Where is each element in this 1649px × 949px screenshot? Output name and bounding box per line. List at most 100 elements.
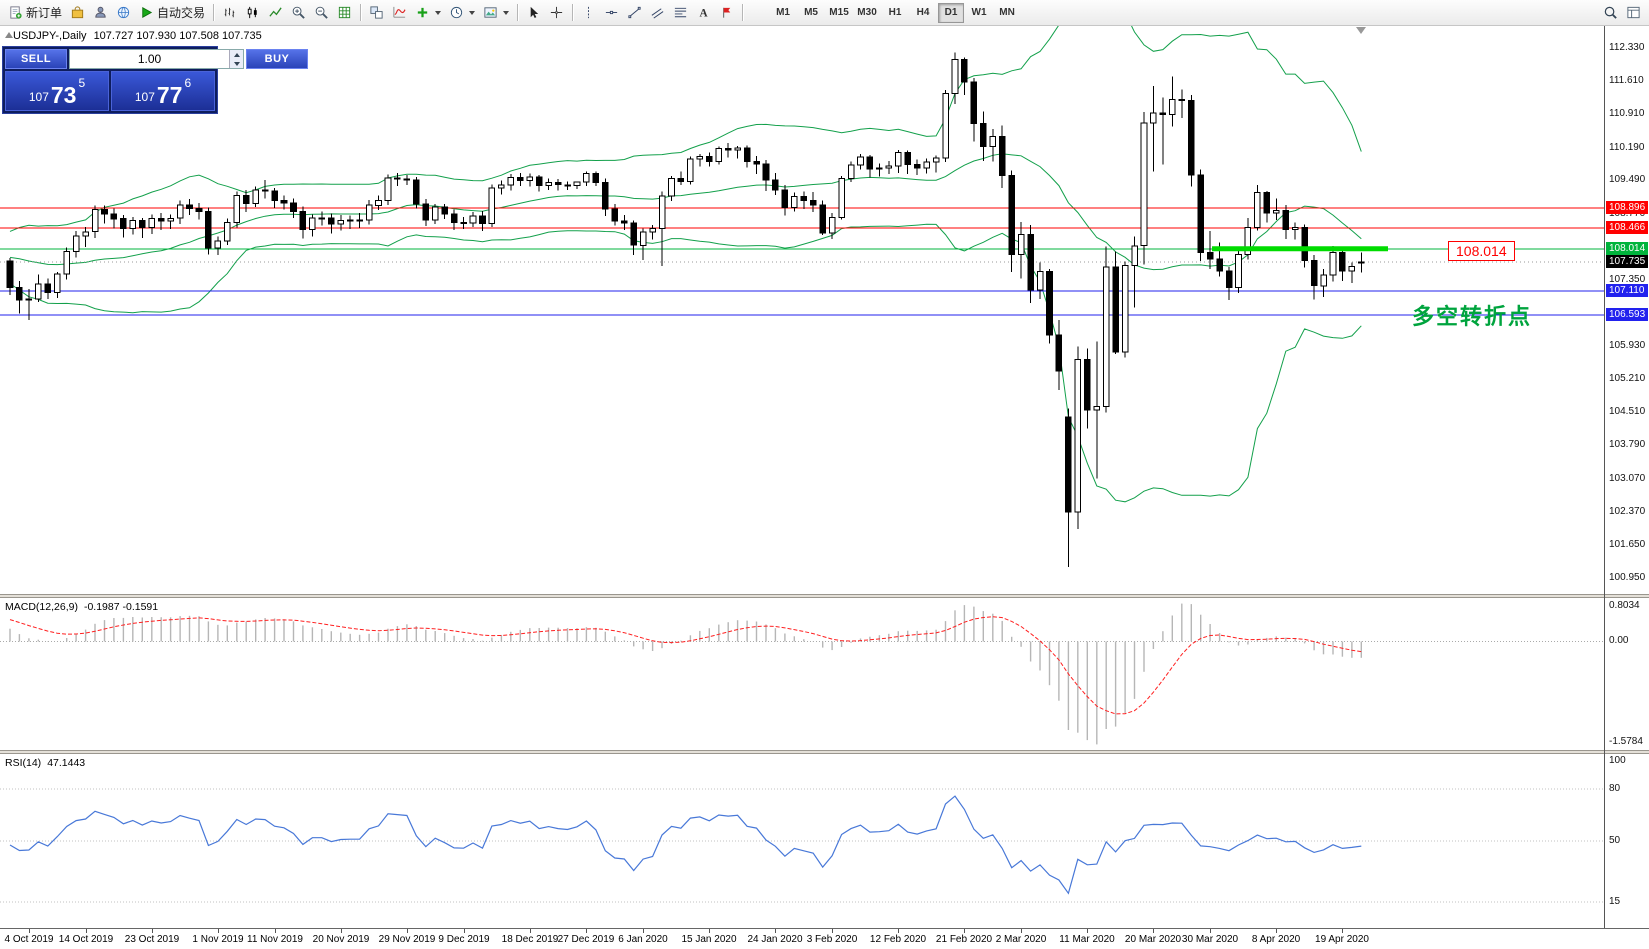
- trend-icon: [627, 5, 642, 20]
- data-window-button[interactable]: [1622, 2, 1645, 23]
- vertical-line-button[interactable]: [577, 2, 600, 23]
- dropdown-caret-icon[interactable]: [503, 10, 510, 15]
- timeframe-m15[interactable]: M15: [829, 7, 849, 18]
- dropdown-caret-icon[interactable]: [469, 10, 476, 15]
- price-tick-label: 111.610: [1609, 75, 1644, 86]
- time-tick: [29, 929, 30, 933]
- volume-spinner[interactable]: [229, 50, 243, 68]
- ask-price-button[interactable]: 107 77 6: [111, 71, 215, 111]
- new-order-button[interactable]: 新订单: [4, 2, 66, 23]
- timeframe-m5[interactable]: M5: [804, 7, 818, 18]
- rsi-scale-label: 50: [1609, 835, 1621, 846]
- time-tick: [709, 929, 710, 933]
- time-tick: [898, 929, 899, 933]
- arrows-button[interactable]: [715, 2, 738, 23]
- profiles-button[interactable]: [445, 2, 479, 23]
- zoom-out-button[interactable]: [310, 2, 333, 23]
- market-icon: [70, 5, 85, 20]
- timeframe-w1[interactable]: W1: [971, 7, 987, 18]
- time-tick: [152, 929, 153, 933]
- sell-button[interactable]: SELL: [5, 49, 67, 69]
- clock-icon: [449, 5, 464, 20]
- timeframe-m1[interactable]: M1: [776, 7, 790, 18]
- timeframe-mn[interactable]: MN: [999, 7, 1015, 18]
- price-line-label: 108.014: [1606, 242, 1648, 255]
- crosshair-button[interactable]: [545, 2, 568, 23]
- volume-input[interactable]: [70, 50, 229, 68]
- indicators-icon: [392, 5, 407, 20]
- indicators-button[interactable]: [388, 2, 411, 23]
- market-button[interactable]: [66, 2, 89, 23]
- time-tick: [1276, 929, 1277, 933]
- zoom-in-button[interactable]: [287, 2, 310, 23]
- price-line-label: 107.110: [1606, 284, 1648, 297]
- autotrading-button-label: 自动交易: [157, 6, 206, 20]
- price-line-label: 106.593: [1606, 308, 1648, 321]
- new-chart-button[interactable]: [411, 2, 445, 23]
- ask-pipette: 6: [184, 76, 192, 90]
- price-tick-label: 107.350: [1609, 274, 1646, 285]
- volume-up-icon[interactable]: [230, 50, 243, 59]
- timeframe-h1[interactable]: H1: [888, 7, 902, 18]
- text-label-button[interactable]: A: [692, 2, 715, 23]
- cursor-button[interactable]: [522, 2, 545, 23]
- channel-icon: [650, 5, 665, 20]
- cursor-icon: [526, 5, 541, 20]
- market-watch-button[interactable]: [333, 2, 356, 23]
- time-tick: [86, 929, 87, 933]
- one-click-collapse-arrow-icon[interactable]: [5, 32, 13, 38]
- bar-chart-button[interactable]: [218, 2, 241, 23]
- time-tick: [1342, 929, 1343, 933]
- current-price-label: 107.735: [1606, 255, 1648, 268]
- price-level-label[interactable]: 108.014: [1448, 241, 1515, 261]
- panel-splitter[interactable]: [0, 750, 1649, 754]
- chart-title: USDJPY-,Daily 107.727 107.930 107.508 107…: [13, 30, 262, 42]
- new-order-button-label: 新订单: [26, 6, 63, 20]
- vline-icon: [581, 5, 596, 20]
- time-tick: [964, 929, 965, 933]
- profile-button[interactable]: [89, 2, 112, 23]
- price-tick-label: 110.910: [1609, 108, 1645, 119]
- bid-prefix: 107: [28, 90, 49, 104]
- bid-price-button[interactable]: 107 73 5: [5, 71, 109, 111]
- date-label: 19 Apr 2020: [1315, 934, 1369, 945]
- date-label: 24 Jan 2020: [747, 934, 803, 945]
- date-label: 11 Mar 2020: [1059, 934, 1115, 945]
- timeframe-d1[interactable]: D1: [938, 2, 965, 23]
- channel-button[interactable]: [646, 2, 669, 23]
- line-chart-button[interactable]: [264, 2, 287, 23]
- community-button[interactable]: [112, 2, 135, 23]
- date-label: 9 Dec 2019: [438, 934, 490, 945]
- bid-pipette: 5: [78, 76, 86, 90]
- templates-button[interactable]: [479, 2, 513, 23]
- macd-panel[interactable]: [0, 598, 1604, 750]
- rsi-scale-label: 15: [1609, 896, 1621, 907]
- buy-button[interactable]: BUY: [246, 49, 308, 69]
- timeframe-m30[interactable]: M30: [857, 7, 877, 18]
- date-label: 20 Mar 2020: [1124, 934, 1182, 945]
- volume-field[interactable]: [69, 49, 244, 69]
- price-tick-label: 102.370: [1609, 506, 1646, 517]
- chart-shift-marker-icon[interactable]: [1356, 27, 1366, 34]
- timeframe-h4[interactable]: H4: [916, 7, 930, 18]
- trendline-button[interactable]: [623, 2, 646, 23]
- time-tick: [407, 929, 408, 933]
- rsi-panel[interactable]: [0, 754, 1604, 928]
- annotation-text[interactable]: 多空转折点: [1412, 304, 1533, 329]
- date-label: 14 Oct 2019: [58, 934, 114, 945]
- dropdown-caret-icon[interactable]: [435, 10, 442, 15]
- panel-splitter[interactable]: [0, 594, 1649, 598]
- volume-down-icon[interactable]: [230, 59, 243, 68]
- fibonacci-button[interactable]: [669, 2, 692, 23]
- time-tick: [218, 929, 219, 933]
- autotrading-button[interactable]: 自动交易: [135, 2, 209, 23]
- tile-windows-button[interactable]: [365, 2, 388, 23]
- candlestick-chart-button[interactable]: [241, 2, 264, 23]
- template-icon: [483, 5, 498, 20]
- search-button[interactable]: [1599, 2, 1622, 23]
- horizontal-line-button[interactable]: [600, 2, 623, 23]
- price-chart[interactable]: [0, 26, 1604, 594]
- date-label: 27 Dec 2019: [557, 934, 615, 945]
- price-tick-label: 109.490: [1609, 174, 1646, 185]
- text-icon: A: [696, 5, 711, 20]
